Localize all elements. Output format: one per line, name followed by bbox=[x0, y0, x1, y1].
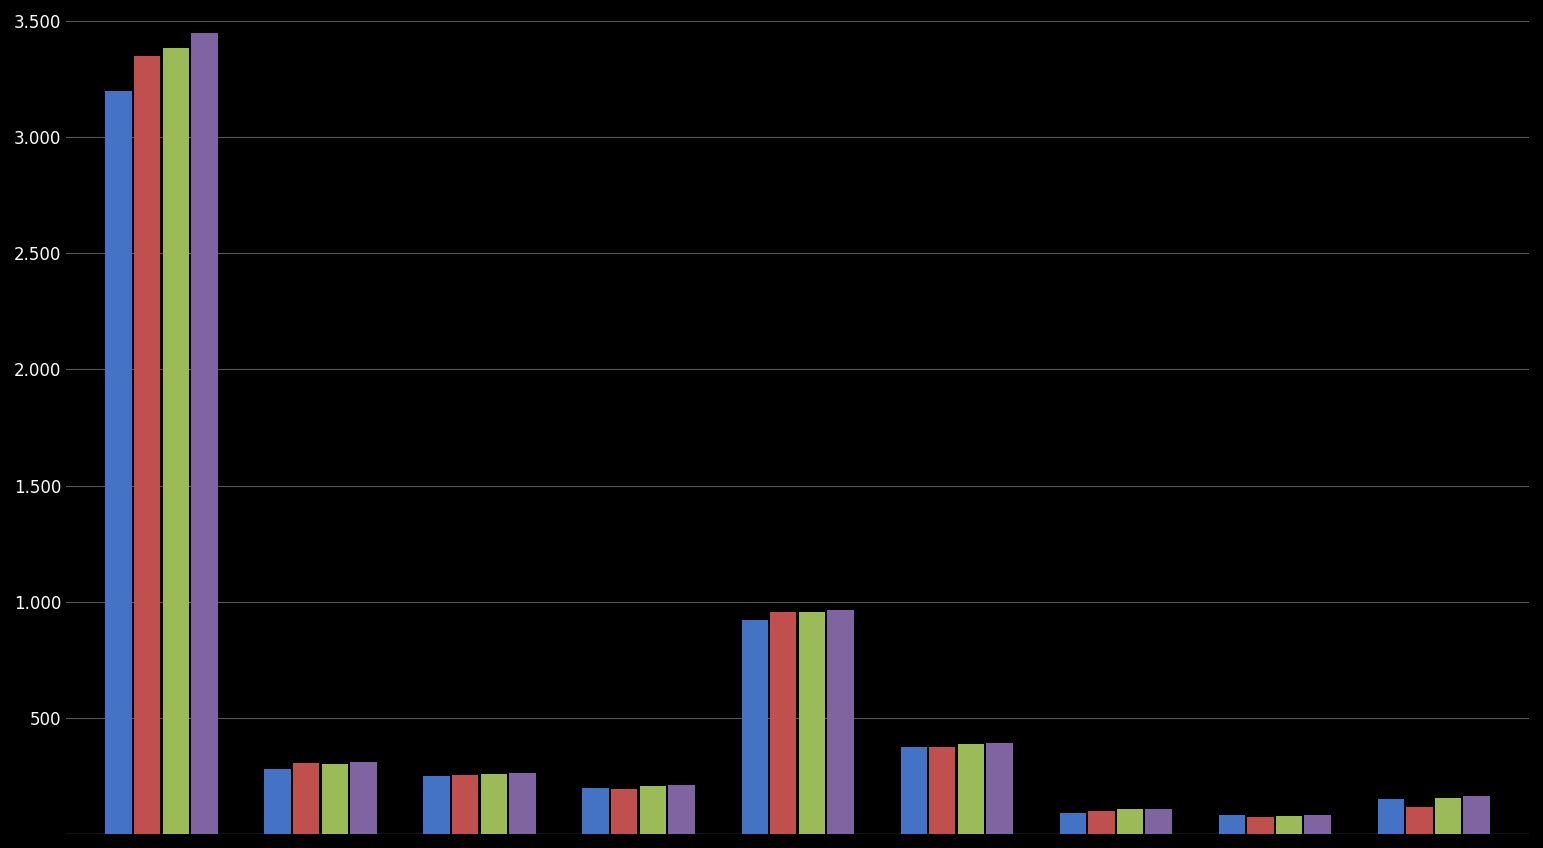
Bar bbox=[1117, 809, 1143, 834]
Bar bbox=[827, 611, 853, 834]
Bar bbox=[1463, 796, 1491, 834]
Bar bbox=[799, 611, 826, 834]
Bar bbox=[901, 747, 927, 834]
Bar bbox=[452, 775, 478, 834]
Bar bbox=[1145, 808, 1171, 834]
Bar bbox=[1219, 815, 1245, 834]
Bar bbox=[134, 56, 160, 834]
Bar bbox=[986, 743, 1012, 834]
Bar bbox=[293, 762, 319, 834]
Bar bbox=[509, 773, 535, 834]
Bar bbox=[958, 744, 984, 834]
Bar bbox=[264, 769, 290, 834]
Bar bbox=[668, 785, 694, 834]
Bar bbox=[611, 789, 637, 834]
Bar bbox=[1435, 798, 1461, 834]
Bar bbox=[191, 32, 218, 834]
Bar bbox=[583, 788, 609, 834]
Bar bbox=[770, 612, 796, 834]
Bar bbox=[350, 762, 376, 834]
Bar bbox=[1247, 817, 1273, 834]
Bar bbox=[640, 786, 667, 834]
Bar bbox=[423, 776, 451, 834]
Bar bbox=[1378, 800, 1404, 834]
Bar bbox=[1304, 815, 1330, 834]
Bar bbox=[929, 747, 955, 834]
Bar bbox=[742, 621, 768, 834]
Bar bbox=[1088, 811, 1114, 834]
Bar bbox=[105, 91, 131, 834]
Bar bbox=[1406, 806, 1432, 834]
Bar bbox=[321, 764, 349, 834]
Bar bbox=[162, 47, 188, 834]
Bar bbox=[1060, 812, 1086, 834]
Bar bbox=[481, 773, 508, 834]
Bar bbox=[1276, 816, 1302, 834]
